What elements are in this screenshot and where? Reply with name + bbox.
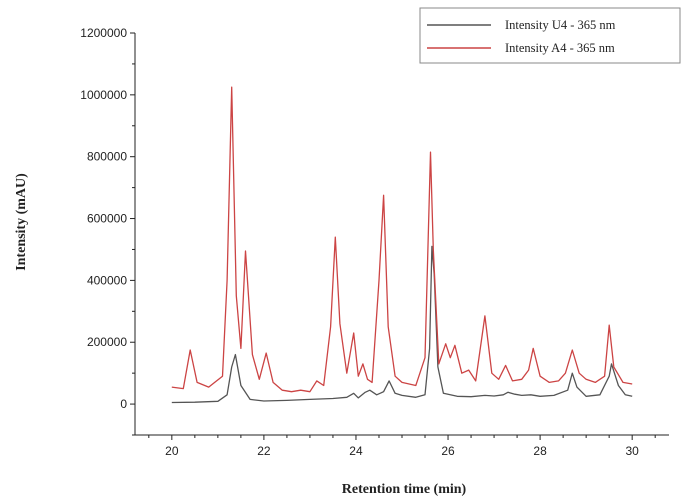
legend-label-u4: Intensity U4 - 365 nm xyxy=(505,18,616,32)
legend: Intensity U4 - 365 nm Intensity A4 - 365… xyxy=(419,7,681,64)
y-tick-label: 0 xyxy=(120,397,127,411)
x-tick-label: 26 xyxy=(441,444,455,458)
legend-label-a4: Intensity A4 - 365 nm xyxy=(505,41,615,55)
legend-box xyxy=(419,7,681,64)
x-tick-label: 22 xyxy=(257,444,271,458)
ticks: 0 200000 400000 600000 800000 1000000 1200000 2… xyxy=(80,26,656,458)
y-tick-label: 800000 xyxy=(87,150,127,164)
x-axis-title: Retention time (min) xyxy=(342,482,467,497)
series-layer xyxy=(171,86,633,404)
axes xyxy=(134,33,669,436)
series-line-a4 xyxy=(171,86,633,393)
x-tick-label: 30 xyxy=(625,444,639,458)
y-tick-label: 200000 xyxy=(87,335,127,349)
y-tick-label: 1200000 xyxy=(80,26,127,40)
x-tick-label: 20 xyxy=(165,444,179,458)
series-line-u4 xyxy=(171,245,633,404)
y-tick-label: 600000 xyxy=(87,212,127,226)
x-tick-label: 24 xyxy=(349,444,363,458)
y-tick-label: 1000000 xyxy=(80,88,127,102)
x-tick-label: 28 xyxy=(533,444,547,458)
y-tick-label: 400000 xyxy=(87,273,127,287)
y-axis-title: Intensity (mAU) xyxy=(14,173,29,271)
